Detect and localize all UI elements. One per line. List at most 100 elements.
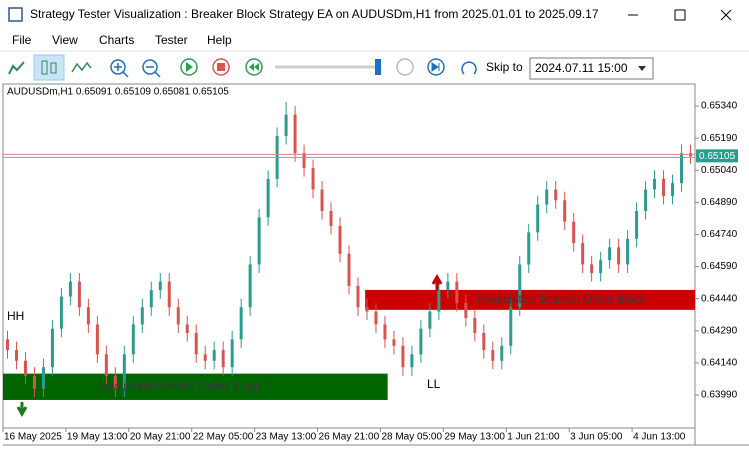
candle-body bbox=[662, 178, 666, 196]
skip-to-label: Skip to bbox=[486, 60, 523, 74]
x-tick-label: 3 Jun 05:00 bbox=[570, 432, 623, 443]
candle-body bbox=[680, 153, 684, 184]
x-tick-label: 29 May 13:00 bbox=[444, 432, 505, 443]
date-dropdown[interactable] bbox=[638, 66, 646, 71]
candle-body bbox=[464, 302, 468, 318]
x-tick-label: 1 Jun 21:00 bbox=[507, 432, 560, 443]
candle-body bbox=[392, 339, 396, 346]
x-tick-label: 20 May 21:00 bbox=[130, 432, 191, 443]
candle-body bbox=[167, 281, 171, 308]
x-tick-label: 26 May 21:00 bbox=[319, 432, 380, 443]
x-tick-label: 19 May 13:00 bbox=[67, 432, 128, 443]
rewind-button[interactable] bbox=[245, 58, 263, 76]
order-block bbox=[3, 373, 388, 400]
candle-chart-tool[interactable] bbox=[33, 54, 65, 81]
candle-body bbox=[644, 189, 648, 211]
y-tick-label: 0.65040 bbox=[701, 165, 738, 176]
candle-body bbox=[266, 178, 270, 218]
slider-thumb[interactable] bbox=[375, 59, 381, 75]
candle-body bbox=[302, 153, 306, 169]
candle-body bbox=[329, 210, 333, 226]
candle-body bbox=[617, 247, 621, 265]
candle-body bbox=[491, 350, 495, 361]
candle-body bbox=[473, 317, 477, 333]
y-tick-label: 0.63990 bbox=[701, 390, 738, 401]
candle-body bbox=[410, 354, 414, 368]
candle-body bbox=[158, 281, 162, 291]
candle-body bbox=[59, 296, 63, 329]
menu-item[interactable]: File bbox=[12, 33, 32, 47]
bearish-arrow bbox=[431, 273, 443, 290]
candle-body bbox=[383, 324, 387, 340]
candle-body bbox=[221, 350, 225, 368]
maximize-button[interactable] bbox=[674, 9, 686, 21]
candle-icon bbox=[41, 60, 48, 75]
x-tick-label: 28 May 05:00 bbox=[381, 432, 442, 443]
candle-body bbox=[428, 311, 432, 329]
candle-body bbox=[50, 328, 54, 368]
step-button[interactable] bbox=[396, 58, 414, 76]
play-button[interactable] bbox=[180, 58, 198, 76]
candle-body bbox=[653, 178, 657, 190]
current-price-box bbox=[696, 149, 738, 163]
zoom-out-tool[interactable] bbox=[142, 59, 158, 75]
candle-body bbox=[635, 210, 639, 239]
candle-body bbox=[77, 281, 81, 308]
play-glyph bbox=[186, 62, 193, 72]
y-tick-label: 0.64440 bbox=[701, 293, 738, 304]
skip-to-icon bbox=[461, 61, 477, 75]
zoom-in-tool[interactable] bbox=[110, 59, 126, 75]
candle-body bbox=[590, 264, 594, 274]
candle-body bbox=[608, 247, 612, 261]
candle-icon bbox=[50, 62, 57, 74]
candle-body bbox=[32, 375, 36, 389]
candle-body bbox=[23, 360, 27, 376]
candle-body bbox=[230, 339, 234, 368]
candle-body bbox=[194, 332, 198, 355]
window-title: Strategy Tester Visualization : Breaker … bbox=[30, 7, 599, 21]
candle-body bbox=[338, 225, 342, 254]
candle-body bbox=[86, 307, 90, 325]
y-tick-label: 0.64140 bbox=[701, 358, 738, 369]
candle-body bbox=[284, 114, 288, 137]
candle-body bbox=[518, 264, 522, 308]
line-chart-tool[interactable] bbox=[71, 61, 92, 73]
candle-body bbox=[5, 339, 9, 351]
swing-label: LL bbox=[427, 377, 441, 391]
candle-body bbox=[509, 307, 513, 346]
skip-end-glyph bbox=[431, 62, 440, 72]
symbol-info: AUDUSDm,H1 0.65091 0.65109 0.65081 0.651… bbox=[7, 87, 229, 98]
candle-body bbox=[41, 367, 45, 389]
swing-label: HH bbox=[7, 309, 24, 323]
y-tick-label: 0.64590 bbox=[701, 261, 738, 272]
candle-body bbox=[374, 311, 378, 325]
skip-date: 2024.07.11 15:00 bbox=[535, 61, 628, 75]
stop-button[interactable] bbox=[212, 58, 230, 76]
skip-date-field[interactable] bbox=[529, 57, 654, 80]
menu-item[interactable]: Tester bbox=[155, 33, 188, 47]
close-button[interactable] bbox=[720, 9, 732, 21]
rewind-glyph bbox=[249, 63, 259, 71]
order-block-label: Invalidated Bearish Order Block bbox=[477, 292, 647, 306]
zoom-out-glyph bbox=[146, 66, 161, 78]
bar-chart-tool[interactable] bbox=[8, 61, 25, 75]
candle-body bbox=[347, 253, 351, 286]
app-icon bbox=[8, 7, 23, 22]
candle-body bbox=[455, 281, 459, 303]
skip-end-button[interactable] bbox=[427, 58, 445, 76]
candle-body bbox=[95, 324, 99, 355]
candle-body bbox=[446, 281, 450, 291]
y-tick-label: 0.64890 bbox=[701, 197, 738, 208]
candle-body bbox=[212, 350, 216, 361]
candle-body bbox=[140, 307, 144, 325]
menu-item[interactable]: View bbox=[52, 33, 78, 47]
candle-body bbox=[554, 189, 558, 201]
candle-body bbox=[500, 345, 504, 361]
candle-body bbox=[401, 345, 405, 368]
menu-item[interactable]: Help bbox=[207, 33, 232, 47]
menu-item[interactable]: Charts bbox=[99, 33, 134, 47]
candle-body bbox=[563, 200, 567, 222]
candle-body bbox=[320, 189, 324, 211]
candle-body bbox=[122, 354, 126, 389]
y-tick-label: 0.64740 bbox=[701, 229, 738, 240]
